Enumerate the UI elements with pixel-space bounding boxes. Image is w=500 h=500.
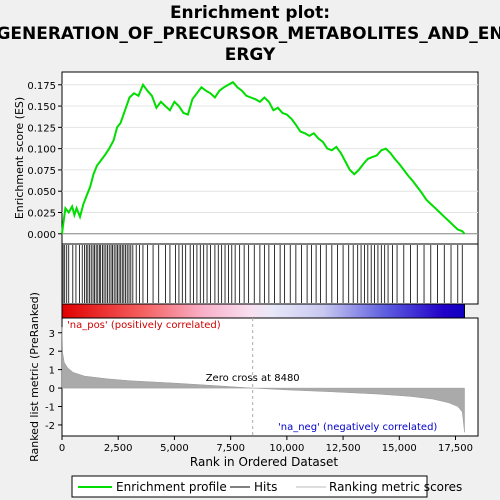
rank-y-tick-label: 1 [49,366,55,377]
es-plot-area [61,71,479,245]
legend-label-ranking-metric: Ranking metric scores [329,480,462,494]
rank-y-ticks: 3 2 1 0 -1 -2 [45,329,62,432]
rank-plot-area [61,317,479,437]
rank-y-axis-label: Ranked list metric (PreRanked) [28,292,41,462]
es-y-tick-label: 0.075 [27,166,56,177]
legend-label-hits: Hits [254,480,277,494]
es-y-tick-label: 0.100 [27,145,56,156]
rank-y-tick-label: 2 [49,347,55,358]
chart-title-line-2: GENERATION_OF_PRECURSOR_METABOLITES_AND_… [0,24,500,44]
rank-y-tick-label: 3 [49,329,55,340]
es-y-tick-label: 0.125 [27,123,56,134]
legend-label-enrichment-profile: Enrichment profile [116,480,227,494]
rank-x-tick-label: 5,000 [160,443,189,454]
zero-cross-label: Zero cross at 8480 [206,373,300,384]
es-y-tick-label: 0.000 [27,230,56,241]
rank-x-tick-label: 12,500 [326,443,361,454]
ranked-metric-panel: 3 2 1 0 -1 -2 0 2,500 5,000 7,500 10,000 12,500 15,… [28,292,479,469]
es-y-axis-label: Enrichment score (ES) [13,97,26,219]
chart-title-line-3: ERGY [225,45,276,65]
rank-x-tick-label: 15,000 [382,443,417,454]
rank-x-tick-label: 2,500 [104,443,133,454]
hits-plot-area [61,243,479,305]
hit-lines [62,245,463,303]
es-y-tick-label: 0.050 [27,187,56,198]
rank-y-tick-label: 0 [49,384,55,395]
rank-y-tick-label: -1 [45,403,55,414]
es-y-tick-label: 0.025 [27,208,56,219]
rank-x-tick-label: 0 [59,443,65,454]
rank-x-tick-label: 17,500 [438,443,473,454]
es-y-tick-label: 0.150 [27,102,56,113]
chart-legend: Enrichment profile Hits Ranking metric s… [71,475,462,498]
heat-bar-gradient [61,303,465,319]
es-y-ticks: 0.000 0.025 0.050 0.075 0.100 0.125 0.150 0.175 [27,81,62,241]
es-y-tick-label: 0.175 [27,81,56,92]
rank-x-ticks: 0 2,500 5,000 7,500 10,000 12,500 15,000 17,500 [59,436,473,454]
negative-correlation-label: 'na_neg' (negatively correlated) [278,422,437,433]
chart-title-line-1: Enrichment plot: [170,3,330,23]
positive-correlation-label: 'na_pos' (positively correlated) [67,320,221,331]
hits-panel [61,243,479,305]
enrichment-score-panel: 0.000 0.025 0.050 0.075 0.100 0.125 0.150 0.175… [13,71,479,245]
rank-x-tick-label: 7,500 [216,443,245,454]
rank-y-tick-label: -2 [45,421,55,432]
rank-x-tick-label: 10,000 [269,443,304,454]
enrichment-profile-line [61,80,466,235]
rank-heat-bar [61,303,465,319]
ranking-metric-area [61,327,465,433]
rank-x-axis-label: Rank in Ordered Dataset [190,455,338,469]
